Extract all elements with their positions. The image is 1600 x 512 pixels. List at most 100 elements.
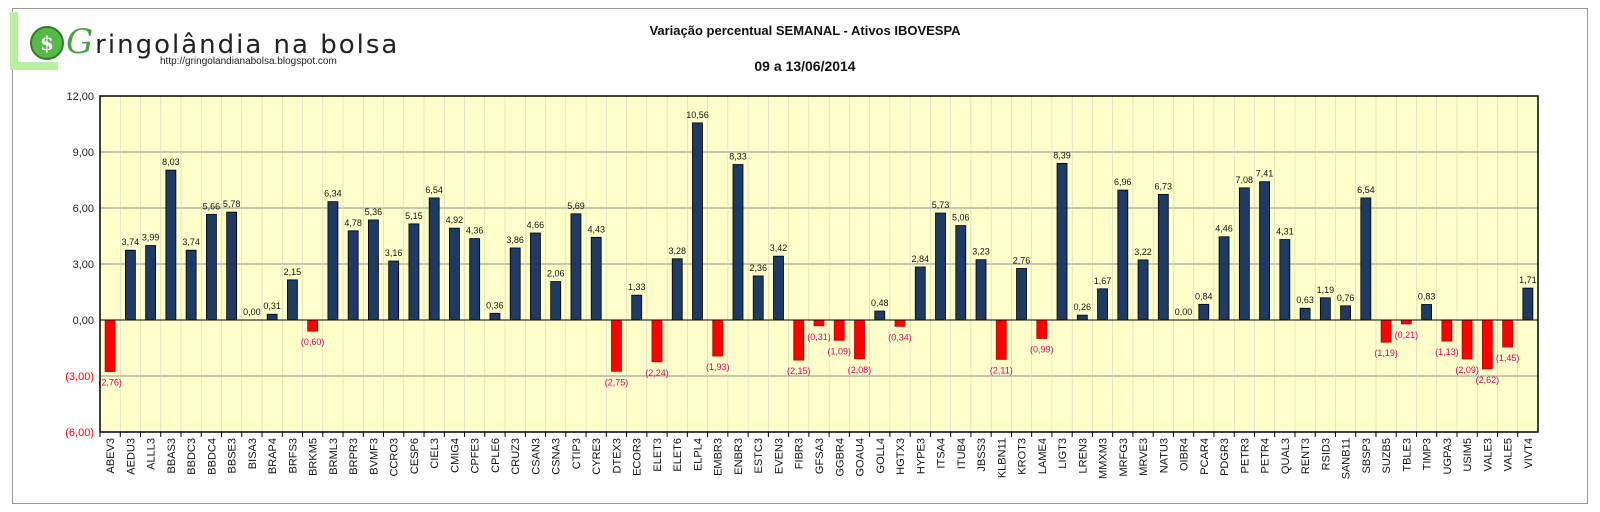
data-label: 0,00 [243, 307, 261, 317]
bar-ctip3 [570, 213, 582, 321]
x-tick-label: PETR3 [1239, 438, 1251, 473]
data-label: 6,54 [1357, 185, 1375, 195]
bar-ggbr4 [833, 319, 845, 341]
x-tick-label: SUZB5 [1381, 438, 1393, 473]
x-tick-label: ESTC3 [753, 438, 765, 473]
x-tick-label: MMXM3 [1098, 438, 1110, 479]
data-label: 4,36 [466, 226, 484, 236]
data-label: (2,08) [848, 365, 872, 375]
data-label: (1,93) [706, 362, 730, 372]
blog-logo[interactable]: $ Gringolândia na bolsa http://gringolan… [10, 12, 397, 72]
x-tick-label: VALE5 [1503, 438, 1515, 471]
y-tick-label: (6,00) [65, 427, 94, 439]
x-tick-label: KROT3 [1017, 438, 1029, 475]
bar-timp3 [1421, 304, 1433, 321]
bar-hype3 [914, 266, 926, 321]
data-label: (1,45) [1496, 353, 1520, 363]
bar-rsid3 [1319, 297, 1331, 321]
bar-krot3 [1016, 268, 1027, 321]
data-label: 5,73 [932, 200, 950, 210]
logo-url[interactable]: http://gringolandianabolsa.blogspot.com [160, 56, 337, 67]
bar-qual3 [1279, 239, 1291, 321]
bar-brpr3 [347, 230, 359, 321]
data-label: 1,71 [1519, 275, 1537, 285]
bar-cpfe3 [469, 238, 481, 321]
bar-ligt3 [1056, 162, 1068, 321]
bar-csna3 [550, 281, 562, 321]
bar-ugpa3 [1441, 319, 1453, 342]
x-tick-label: BRAP4 [267, 438, 279, 474]
y-tick-label: (3,00) [65, 371, 94, 383]
chart-subtitle: 09 a 13/06/2014 [754, 58, 856, 74]
bar-lame4 [1036, 319, 1048, 339]
bar-rent3 [1299, 307, 1311, 321]
bar-cmig4 [449, 227, 460, 321]
bar-bvmf3 [368, 219, 379, 321]
data-label: 5,36 [365, 207, 383, 217]
bar-natu3 [1157, 193, 1169, 321]
data-label: 3,86 [506, 235, 524, 245]
x-tick-label: BRFS3 [287, 438, 299, 473]
bar-vivt4 [1522, 287, 1534, 321]
data-label: 4,43 [587, 224, 605, 234]
x-tick-label: GOLL4 [875, 438, 887, 473]
data-label: 0,76 [1337, 293, 1355, 303]
data-label: 3,74 [182, 237, 200, 247]
x-tick-label: CCRO3 [389, 438, 401, 477]
data-label: 6,34 [324, 189, 342, 199]
bar-tble3 [1400, 319, 1412, 325]
x-tick-label: GFSA3 [814, 438, 826, 474]
data-label: 5,06 [952, 213, 970, 223]
x-tick-label: EVEN3 [773, 438, 785, 474]
data-label: 2,76 [1013, 255, 1031, 265]
bar-goll4 [874, 310, 886, 321]
chart-title: Variação percentual SEMANAL - Ativos IBO… [649, 23, 961, 38]
bar-fibr3 [793, 319, 805, 361]
data-label: 4,78 [344, 218, 362, 228]
bar-jbss3 [975, 259, 987, 321]
bar-estc3 [752, 275, 764, 321]
bar-itub4 [955, 225, 967, 321]
data-label: 3,74 [122, 237, 140, 247]
data-label: 1,19 [1317, 285, 1335, 295]
y-tick-label: 3,00 [73, 259, 94, 271]
logo-name-initial: G [66, 22, 96, 62]
x-tick-label: VIVT4 [1523, 438, 1535, 469]
x-tick-label: ELPL4 [692, 438, 704, 471]
data-label: 2,15 [284, 267, 302, 277]
bar-aedu3 [124, 249, 136, 321]
bar-alll3 [145, 245, 157, 321]
data-label: 5,69 [567, 201, 585, 211]
x-tick-label: QUAL3 [1280, 438, 1292, 474]
data-label: (0,34) [888, 332, 912, 342]
data-label: 6,73 [1155, 181, 1173, 191]
bar-petr4 [1259, 181, 1270, 321]
bar-mmxm3 [1097, 288, 1108, 321]
x-tick-label: CPFE3 [470, 438, 482, 473]
bar-brap4 [266, 313, 278, 321]
x-tick-label: BISA3 [247, 438, 259, 469]
x-tick-label: BBDC3 [186, 438, 198, 475]
bar-brfs3 [287, 279, 298, 321]
plot-border [99, 95, 1539, 433]
y-tick-label: 12,00 [66, 91, 94, 103]
bar-dtex3 [611, 319, 622, 372]
bar-brkm5 [307, 319, 319, 332]
data-label: 0,26 [1074, 302, 1092, 312]
data-label: 3,16 [385, 248, 403, 258]
data-label: 3,23 [972, 247, 990, 257]
bar-embr3 [712, 319, 724, 357]
data-label: 0,00 [1175, 307, 1193, 317]
data-label: 8,39 [1053, 150, 1071, 160]
data-label: 10,56 [686, 110, 709, 120]
x-tick-label: CRUZ3 [510, 438, 522, 475]
x-tick-label: EMBR3 [713, 438, 725, 476]
data-label: (0,99) [1030, 344, 1054, 354]
data-label: 3,28 [668, 246, 686, 256]
data-label: (2,75) [605, 377, 629, 387]
bar-itsa4 [935, 212, 946, 321]
x-tick-label: RSID3 [1320, 438, 1332, 470]
x-tick-label: ABEV3 [105, 438, 117, 473]
bar-sanb11 [1340, 305, 1351, 321]
x-tick-label: PETR4 [1260, 438, 1272, 473]
